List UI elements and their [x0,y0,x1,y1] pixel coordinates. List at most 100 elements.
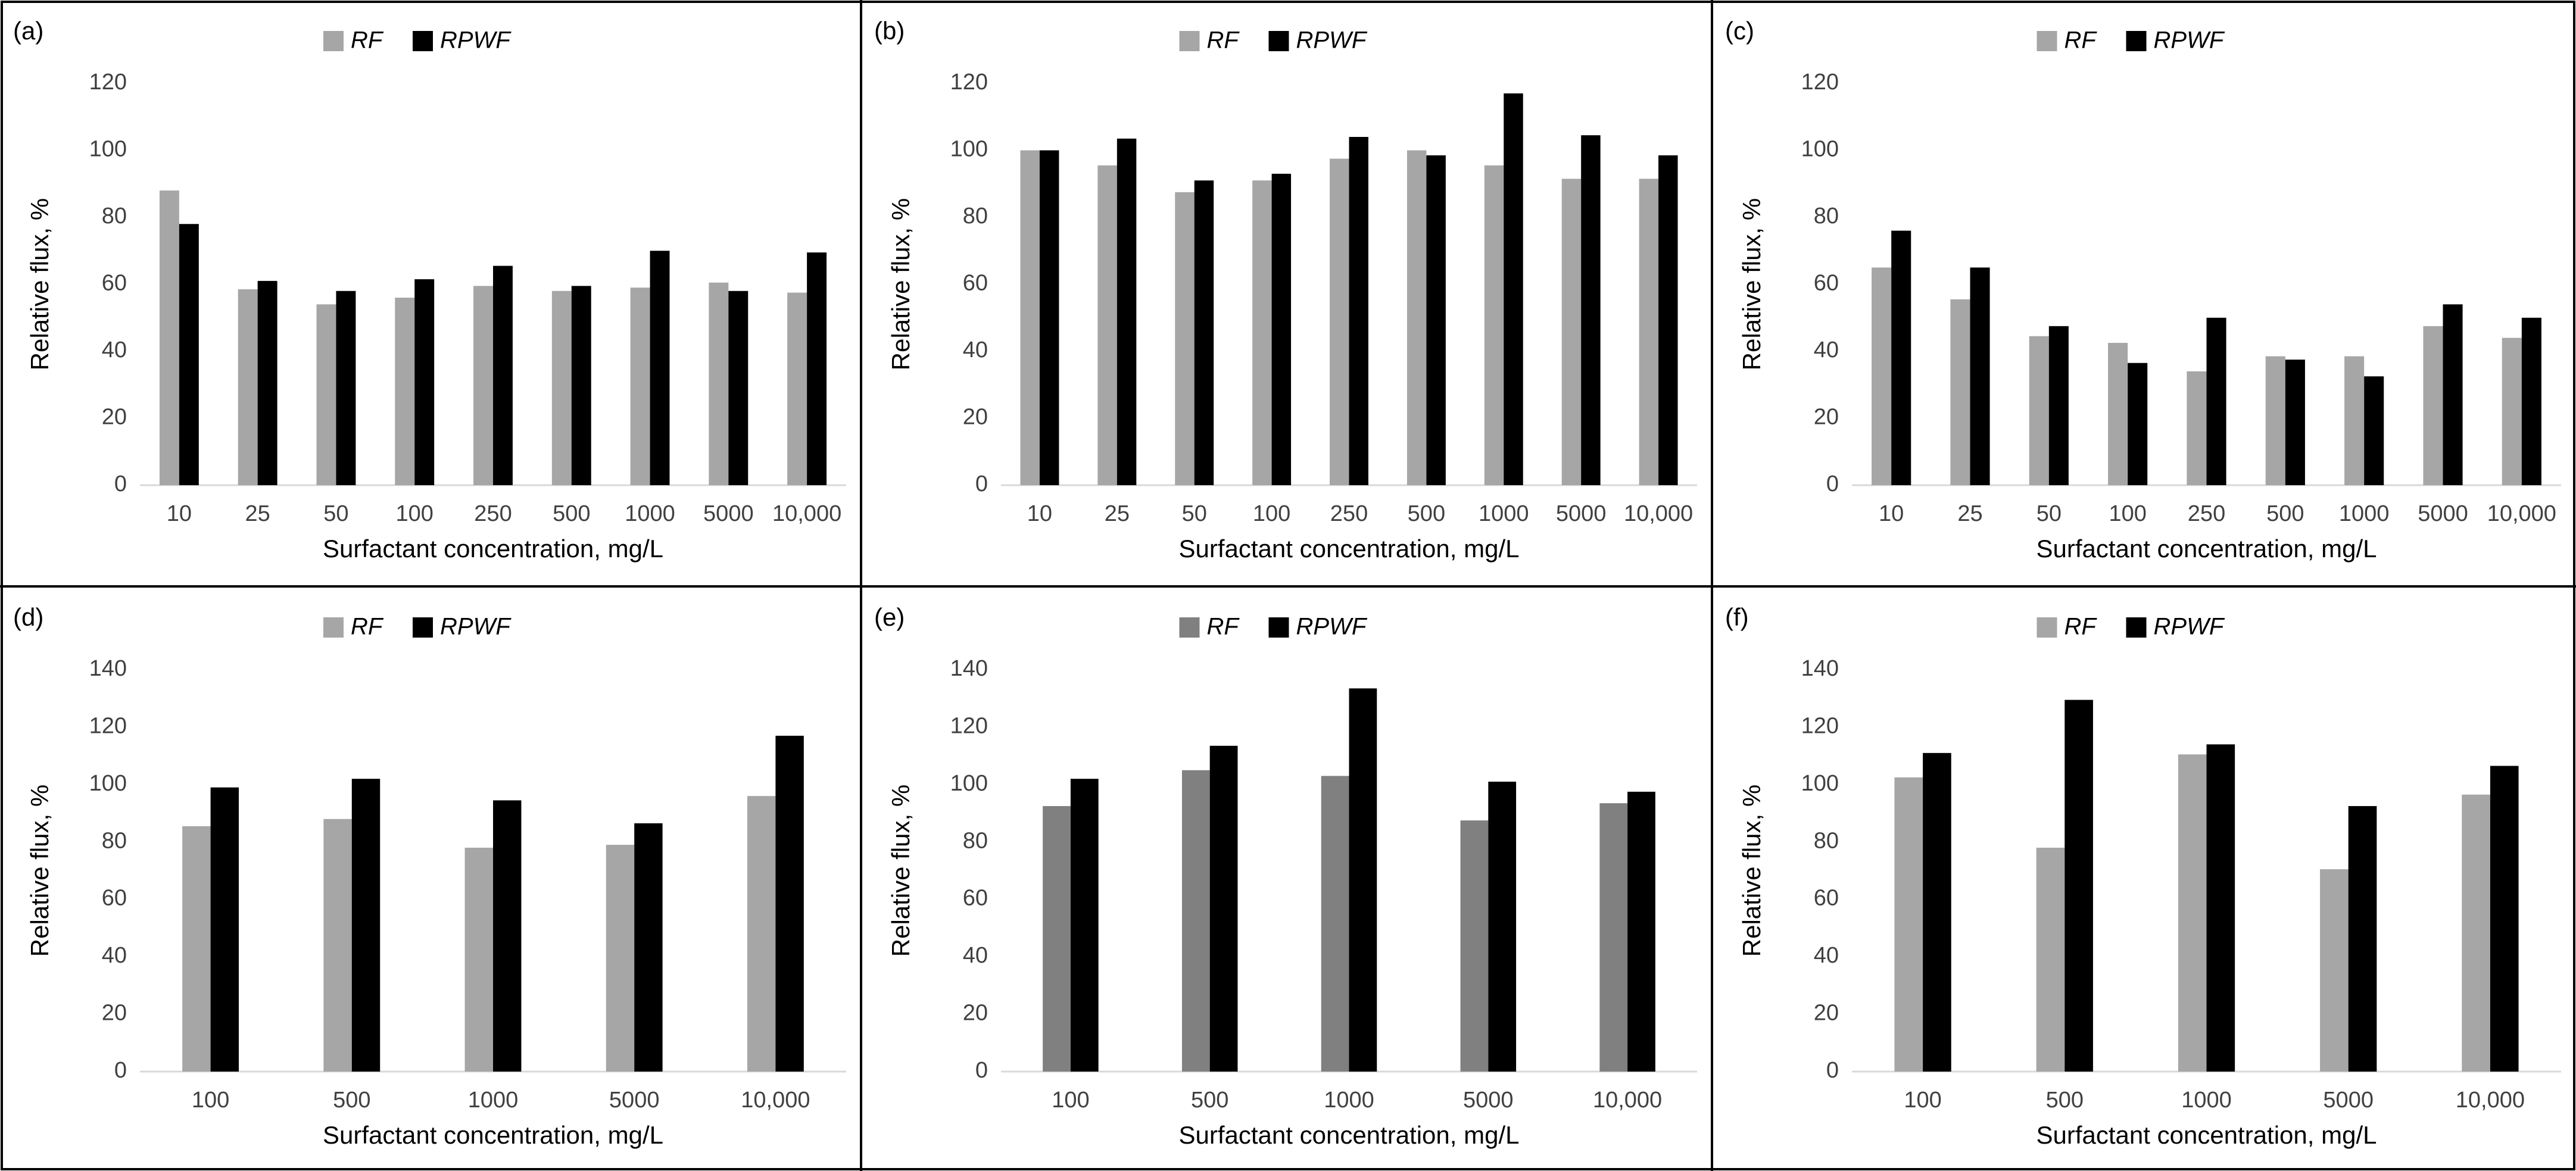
bar [2064,700,2093,1072]
bar [316,304,336,485]
bar [2502,338,2522,485]
x-tick-label: 500 [1191,1088,1228,1113]
bar [1070,779,1099,1072]
bar [747,796,776,1072]
y-tick-label: 60 [963,271,988,296]
legend-swatch [1268,617,1289,638]
bar [179,224,199,485]
y-tick-label: 0 [1826,471,1839,496]
x-axis-title: Surfactant concentration, mg/L [323,1121,663,1149]
bar [2206,317,2226,485]
y-tick-label: 20 [102,405,127,430]
x-tick-label: 25 [245,501,270,526]
y-tick-label: 20 [963,1001,988,1026]
legend-label: RPWF [2154,614,2225,640]
bar [1599,803,1628,1072]
y-tick-label: 0 [114,471,127,496]
x-tick-label: 5000 [2418,501,2468,526]
bar [606,845,635,1072]
bar [1097,165,1117,485]
bar [1872,267,1892,485]
bar [1181,770,1210,1072]
x-tick-label: 250 [2188,501,2225,526]
x-tick-label: 100 [2109,501,2146,526]
y-tick-label: 140 [950,656,988,681]
x-tick-label: 500 [2046,1088,2084,1113]
bar [2521,317,2541,485]
y-axis-title: Relative flux, % [887,198,915,370]
legend-label: RPWF [1296,614,1368,640]
x-tick-label: 10,000 [1624,501,1693,526]
bar [2029,336,2049,485]
y-tick-label: 0 [114,1058,127,1083]
bar [807,252,827,485]
legend-swatch [2126,31,2147,51]
y-tick-label: 0 [1826,1058,1839,1083]
bar [2364,376,2384,485]
legend-label: RF [1207,27,1240,54]
y-tick-label: 80 [102,828,127,853]
bar [493,800,522,1072]
bar [728,291,749,485]
bar [2048,326,2069,485]
x-tick-label: 5000 [609,1088,660,1113]
legend-swatch [2126,617,2147,638]
y-tick-label: 140 [89,656,127,681]
x-axis-title: Surfactant concentration, mg/L [2037,1121,2377,1149]
bar [1894,777,1923,1072]
bar [571,286,591,485]
bar [2178,754,2207,1072]
bar [159,191,179,485]
bar [2036,847,2065,1072]
bar [1117,138,1137,485]
x-tick-label: 10 [167,501,192,526]
bar [1561,179,1582,485]
bar [464,847,493,1072]
bar [1426,155,1446,485]
x-axis-title: Surfactant concentration, mg/L [323,535,663,563]
legend-label: RF [351,27,384,54]
y-tick-label: 100 [89,771,127,796]
y-tick-label: 40 [102,338,127,363]
bar [2320,869,2349,1072]
y-tick-label: 120 [1801,70,1839,95]
x-tick-label: 1000 [2181,1088,2232,1113]
bar [323,819,352,1072]
bar [414,279,435,485]
y-tick-label: 20 [1814,1001,1839,1026]
y-tick-label: 40 [1814,943,1839,968]
x-tick-label: 1000 [1479,501,1529,526]
x-tick-label: 250 [1330,501,1368,526]
x-tick-label: 10,000 [741,1088,810,1113]
y-axis-title: Relative flux, % [887,785,915,957]
y-tick-label: 40 [963,943,988,968]
x-axis-title: Surfactant concentration, mg/L [2037,535,2377,563]
y-tick-label: 0 [975,1058,988,1083]
legend-label: RPWF [2154,27,2225,54]
y-tick-label: 120 [89,70,127,95]
bar [2265,356,2285,485]
x-tick-label: 10 [1027,501,1052,526]
bar [2285,360,2305,485]
y-tick-label: 100 [950,137,988,162]
bar [1950,299,1970,485]
y-tick-label: 140 [1801,656,1839,681]
y-tick-label: 120 [1801,713,1839,738]
y-tick-label: 20 [1814,405,1839,430]
legend-label: RF [2064,27,2098,54]
legend-swatch [1268,31,1289,51]
y-tick-label: 80 [1814,828,1839,853]
bar [1923,752,1951,1072]
x-tick-label: 5000 [1463,1088,1514,1113]
y-tick-label: 100 [950,771,988,796]
bar [787,292,807,485]
y-tick-label: 100 [89,137,127,162]
bar [336,291,356,485]
x-tick-label: 10,000 [2487,501,2556,526]
x-tick-label: 50 [323,501,348,526]
legend-swatch [1179,617,1200,638]
x-tick-label: 10,000 [2456,1088,2525,1113]
y-tick-label: 60 [102,886,127,911]
bar [1175,192,1195,485]
bar [650,251,670,485]
